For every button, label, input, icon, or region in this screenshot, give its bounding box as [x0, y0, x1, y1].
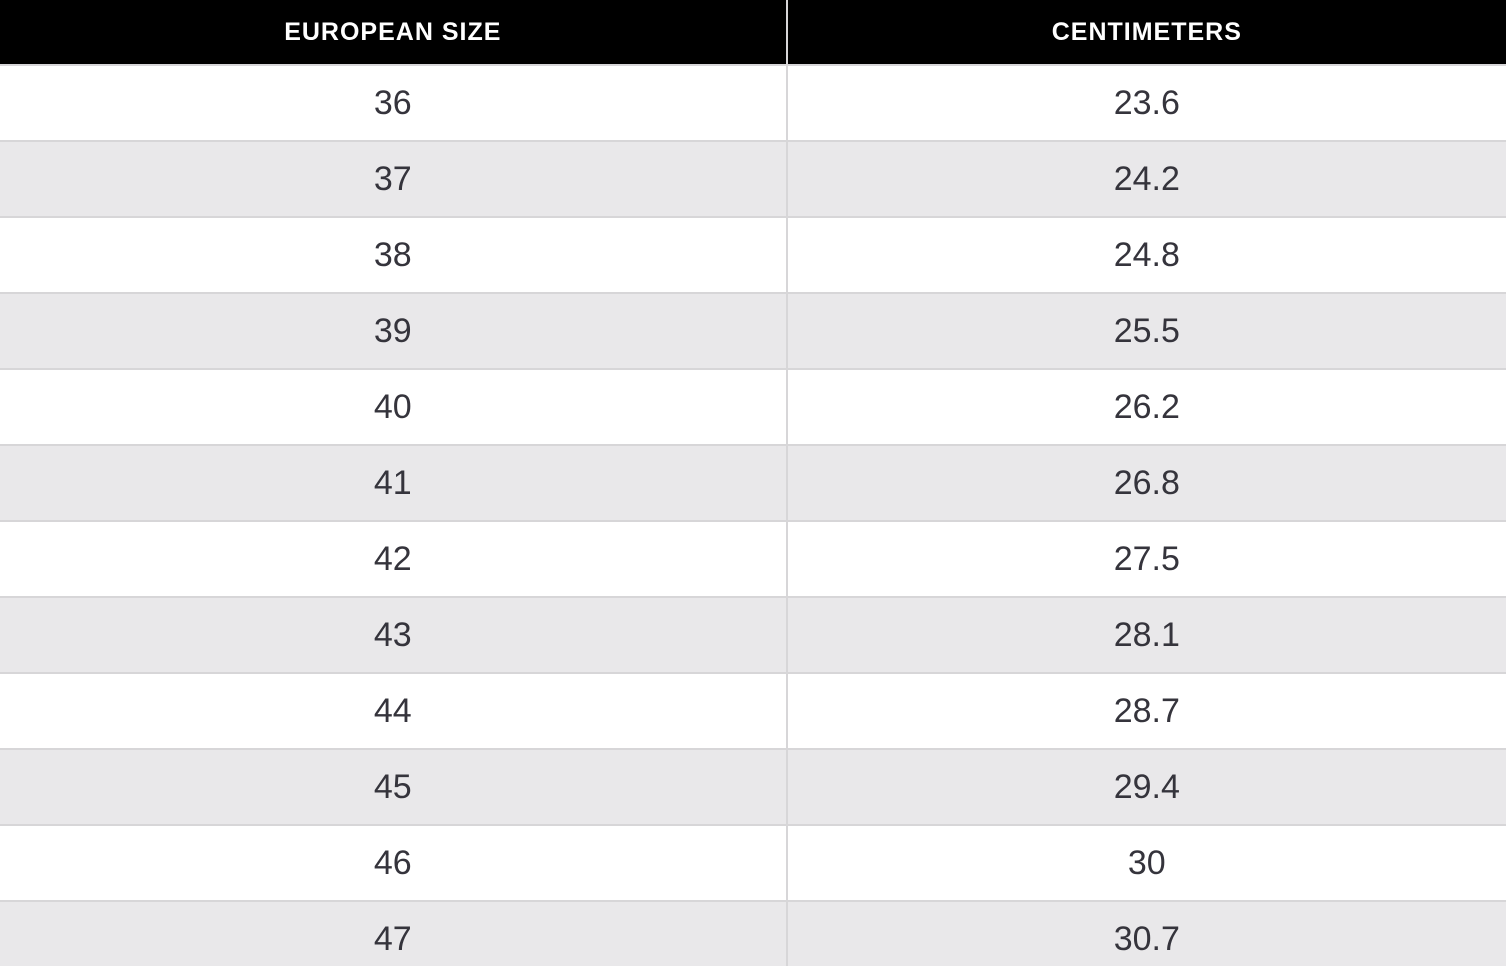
cell-centimeters: 28.7 [787, 672, 1506, 748]
table-body: 36 23.6 37 24.2 38 24.8 39 25.5 40 26.2 … [0, 64, 1506, 966]
cell-centimeters: 25.5 [787, 292, 1506, 368]
column-header-centimeters: CENTIMETERS [787, 0, 1506, 64]
table-row: 46 30 [0, 824, 1506, 900]
cell-european-size: 42 [0, 520, 788, 596]
table-row: 43 28.1 [0, 596, 1506, 672]
cell-european-size: 47 [0, 900, 788, 966]
cell-european-size: 37 [0, 140, 788, 216]
cell-european-size: 36 [0, 64, 788, 140]
cell-centimeters: 30.7 [787, 900, 1506, 966]
cell-european-size: 45 [0, 748, 788, 824]
cell-centimeters: 27.5 [787, 520, 1506, 596]
cell-european-size: 39 [0, 292, 788, 368]
table-row: 40 26.2 [0, 368, 1506, 444]
cell-centimeters: 24.2 [787, 140, 1506, 216]
table-row: 44 28.7 [0, 672, 1506, 748]
cell-european-size: 46 [0, 824, 788, 900]
cell-european-size: 43 [0, 596, 788, 672]
table-row: 47 30.7 [0, 900, 1506, 966]
table-row: 36 23.6 [0, 64, 1506, 140]
table-header: EUROPEAN SIZE CENTIMETERS [0, 0, 1506, 64]
cell-centimeters: 26.2 [787, 368, 1506, 444]
table-row: 41 26.8 [0, 444, 1506, 520]
cell-centimeters: 23.6 [787, 64, 1506, 140]
table-row: 37 24.2 [0, 140, 1506, 216]
column-header-european-size: EUROPEAN SIZE [0, 0, 788, 64]
table-row: 42 27.5 [0, 520, 1506, 596]
header-row: EUROPEAN SIZE CENTIMETERS [0, 0, 1506, 64]
cell-centimeters: 29.4 [787, 748, 1506, 824]
cell-european-size: 40 [0, 368, 788, 444]
table-row: 39 25.5 [0, 292, 1506, 368]
cell-european-size: 41 [0, 444, 788, 520]
table-row: 38 24.8 [0, 216, 1506, 292]
table-row: 45 29.4 [0, 748, 1506, 824]
cell-centimeters: 24.8 [787, 216, 1506, 292]
cell-european-size: 44 [0, 672, 788, 748]
cell-centimeters: 26.8 [787, 444, 1506, 520]
cell-centimeters: 28.1 [787, 596, 1506, 672]
cell-european-size: 38 [0, 216, 788, 292]
cell-centimeters: 30 [787, 824, 1506, 900]
